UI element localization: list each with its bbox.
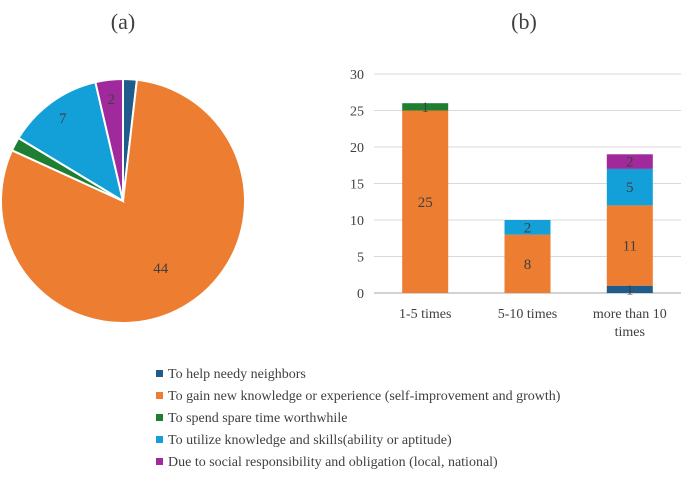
x-tick-label: times [615, 325, 645, 340]
bar-segment [504, 220, 551, 235]
legend-label: To utilize knowledge and skills(ability … [168, 433, 452, 448]
bar-data-label: 1 [626, 282, 634, 298]
bar-segment [606, 285, 653, 293]
bar-data-label: 1 [421, 100, 429, 116]
pie-chart-title: (a) [111, 9, 135, 34]
bar-data-label: 5 [626, 180, 634, 196]
y-tick-label: 25 [350, 105, 364, 120]
pie-slice-4 [17, 80, 125, 204]
legend-label: To gain new knowledge or experience (sel… [168, 389, 561, 404]
bar-segment [606, 205, 653, 286]
bar-segment [402, 103, 449, 111]
bar-data-label: 11 [623, 239, 637, 255]
legend-swatch [156, 458, 163, 465]
bar-segment [402, 110, 449, 293]
y-tick-label: 5 [357, 251, 364, 266]
legend-swatch [156, 414, 163, 421]
legend-label: To help needy neighbors [168, 367, 306, 382]
legend-swatch [156, 392, 163, 399]
pie-chart: 44 7 2 [0, 77, 246, 324]
pie-slice-5 [94, 77, 124, 202]
y-tick-label: 20 [350, 141, 364, 156]
x-tick-label: more than 10 [593, 307, 667, 322]
x-tick-label: 5-10 times [498, 307, 558, 322]
pie-data-label: 2 [108, 92, 116, 108]
bar-chart-title: (b) [511, 9, 537, 34]
legend: To help needy neighbors To gain new knowl… [156, 367, 561, 470]
legend-label: Due to social responsibility and obligat… [168, 455, 498, 470]
bar-data-label: 2 [524, 220, 532, 236]
y-tick-label: 10 [350, 214, 364, 229]
bar-segment [606, 154, 653, 169]
bar-data-label: 8 [524, 257, 532, 273]
x-tick-label: 1-5 times [399, 307, 452, 322]
pie-data-label: 7 [59, 111, 67, 127]
bar-data-label: 25 [418, 195, 433, 211]
y-tick-label: 15 [350, 178, 364, 193]
bar-data-label: 2 [626, 155, 634, 171]
legend-swatch [156, 436, 163, 443]
bar-segment [504, 234, 551, 293]
bar-segment [606, 168, 653, 206]
legend-label: To spend spare time worthwhile [168, 411, 347, 426]
y-tick-label: 0 [357, 287, 364, 302]
legend-swatch [156, 370, 163, 377]
pie-data-label: 44 [153, 261, 169, 277]
y-tick-label: 30 [350, 68, 364, 83]
